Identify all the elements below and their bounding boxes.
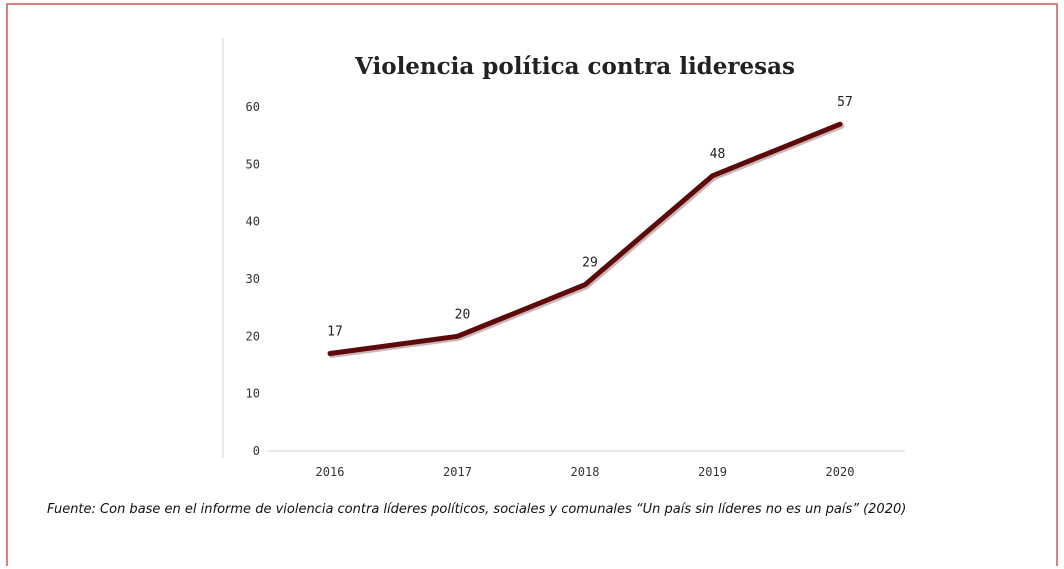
data-point <box>839 123 841 125</box>
series-line-shadow <box>328 122 845 359</box>
data-point <box>712 175 713 177</box>
series-group <box>327 121 845 359</box>
data-point <box>584 284 586 286</box>
y-tick-label: 20 <box>246 329 260 343</box>
data-point <box>329 353 331 355</box>
y-tick-label: 50 <box>246 157 260 171</box>
x-tick-label: 2017 <box>443 465 472 479</box>
y-tick-labels: 0 10 20 30 40 50 60 <box>246 100 260 458</box>
x-tick-label: 2019 <box>698 465 727 479</box>
line-chart: Violencia política contra lideresas 0 10 2… <box>220 30 920 490</box>
data-label: 17 <box>327 325 343 340</box>
x-tick-label: 2018 <box>571 465 600 479</box>
x-tick-label: 2016 <box>316 465 345 479</box>
data-label: 57 <box>837 95 853 110</box>
y-tick-label: 60 <box>246 100 260 114</box>
data-label: 20 <box>455 307 471 322</box>
data-point <box>457 335 458 337</box>
x-tick-label: 2020 <box>826 465 855 479</box>
chart-title: Violencia política contra lideresas <box>354 53 795 80</box>
data-labels: 17 20 29 48 57 <box>327 95 853 339</box>
chart-svg: Violencia política contra lideresas 0 10 2… <box>222 38 905 479</box>
data-label: 48 <box>710 147 726 162</box>
y-tick-label: 40 <box>246 215 260 229</box>
page-frame <box>6 3 1058 566</box>
data-label: 29 <box>582 256 598 271</box>
source-note: Fuente: Con base en el informe de violen… <box>47 502 907 517</box>
y-tick-label: 30 <box>246 272 260 286</box>
y-tick-label: 10 <box>246 387 260 401</box>
x-tick-labels: 2016 2017 2018 2019 2020 <box>316 465 855 479</box>
y-tick-label: 0 <box>253 444 260 458</box>
